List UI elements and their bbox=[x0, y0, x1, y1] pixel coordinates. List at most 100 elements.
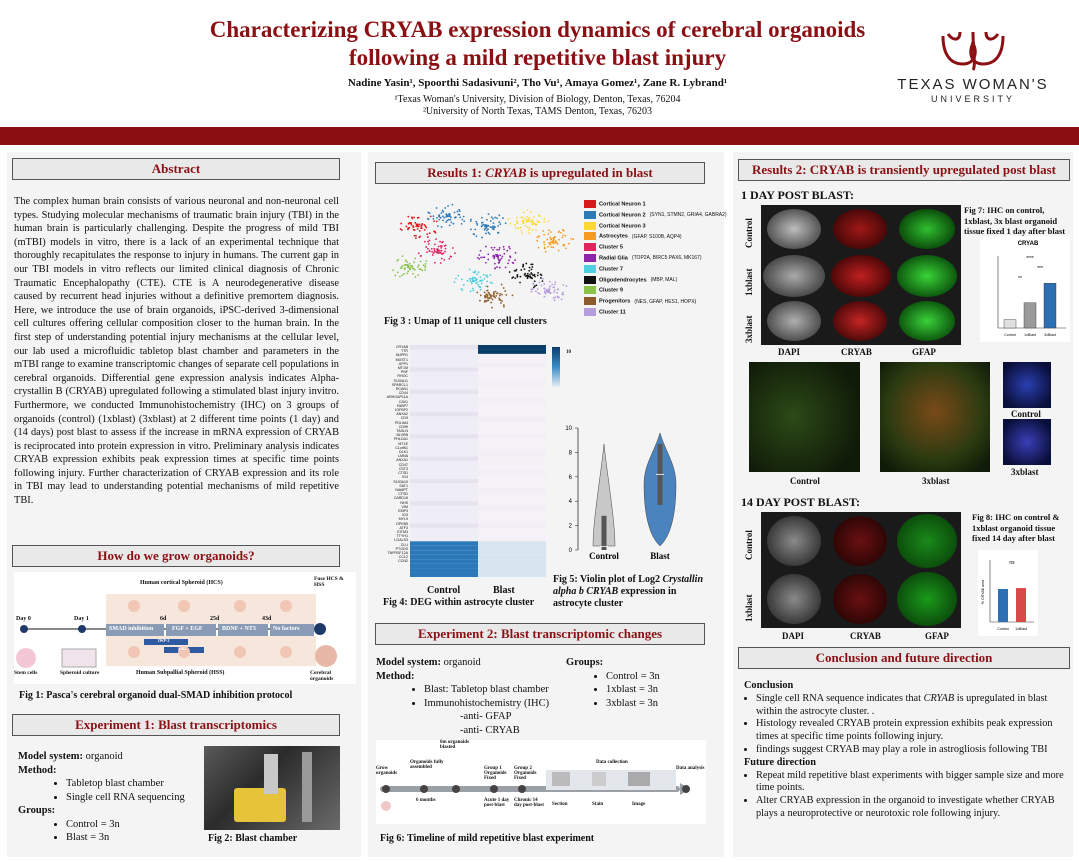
umap-point bbox=[492, 255, 495, 258]
bar7-title: CRYAB bbox=[1018, 241, 1039, 247]
header-band bbox=[0, 127, 1079, 145]
umap-point bbox=[552, 242, 555, 245]
heatmap-cell-blast bbox=[478, 536, 546, 542]
umap-point bbox=[420, 225, 423, 228]
umap-point bbox=[448, 224, 451, 227]
heatmap-cell-control bbox=[410, 559, 478, 564]
umap-point bbox=[486, 289, 489, 292]
heatmap-cell-control bbox=[410, 456, 478, 461]
bdnf-label: BDNF + NT3 bbox=[222, 626, 256, 632]
umap-point bbox=[525, 220, 528, 223]
umap-point bbox=[547, 233, 550, 235]
umap-point bbox=[531, 218, 534, 221]
umap-point bbox=[425, 260, 428, 263]
umap-point bbox=[523, 268, 526, 271]
umap-point bbox=[421, 223, 424, 225]
heatmap-cell-control bbox=[410, 371, 478, 377]
umap-point bbox=[531, 228, 534, 231]
gene-label: DPEB5 bbox=[396, 521, 408, 526]
fig8-caption: Fig 8: IHC on control & 1xblast organoid… bbox=[972, 512, 1060, 543]
cerebral-organoid-icon bbox=[315, 645, 337, 667]
umap-point bbox=[496, 248, 499, 251]
fgf-label: FGF + EGF bbox=[172, 626, 203, 632]
umap-point bbox=[417, 274, 420, 276]
heatmap-cell-blast bbox=[478, 469, 546, 475]
gene-label: LMNA bbox=[398, 454, 408, 459]
antibody-1: -anti- GFAP bbox=[460, 711, 512, 722]
gene-label: CCL2 bbox=[398, 555, 408, 560]
umap-point bbox=[484, 224, 487, 226]
umap-point bbox=[483, 228, 486, 231]
umap-point bbox=[426, 247, 429, 250]
umap-point bbox=[435, 238, 437, 241]
heatmap-cell-control bbox=[410, 527, 478, 533]
umap-point bbox=[499, 259, 502, 261]
umap-point bbox=[414, 257, 417, 260]
heatmap-cell-blast bbox=[478, 532, 546, 537]
umap-point bbox=[472, 271, 475, 273]
legend-item: Cluster 9 bbox=[584, 286, 623, 296]
umap-point bbox=[419, 255, 422, 257]
umap-point bbox=[486, 280, 489, 283]
colorbar-max: 10 bbox=[566, 350, 571, 355]
umap-point bbox=[478, 258, 481, 260]
heatmap-cell-blast bbox=[478, 367, 546, 372]
fig7-caption: Fig 7: IHC on control, 1xblast, 3x blast… bbox=[964, 205, 1066, 236]
heatmap-cell-blast bbox=[478, 505, 546, 511]
umap-point bbox=[531, 288, 534, 290]
heatmap-cell-blast bbox=[478, 550, 546, 555]
bar8-bar bbox=[998, 589, 1008, 622]
umap-point bbox=[484, 295, 487, 298]
umap-point bbox=[423, 229, 426, 231]
umap-point bbox=[476, 273, 479, 276]
bar7-significance: *** bbox=[1037, 266, 1043, 272]
umap-point bbox=[476, 291, 479, 294]
umap-point bbox=[554, 296, 557, 299]
umap-point bbox=[443, 245, 446, 247]
umap-point bbox=[477, 283, 480, 286]
heatmap-cell-blast bbox=[478, 527, 546, 533]
violin-tick-label: 2 bbox=[569, 524, 573, 530]
tl-g2: Group 2 Organoids Fixed bbox=[514, 766, 537, 781]
umap-point bbox=[529, 211, 532, 214]
umap-point bbox=[551, 283, 554, 286]
conclusion-item: Single cell RNA sequence indicates that … bbox=[756, 693, 1066, 719]
umap-point bbox=[547, 220, 550, 223]
umap-point bbox=[435, 220, 438, 223]
umap-point bbox=[540, 274, 543, 277]
gene-label: CTSD bbox=[398, 492, 408, 497]
umap-point bbox=[480, 282, 483, 285]
heatmap-cell-control bbox=[410, 403, 478, 408]
heatmap-cell-control bbox=[410, 478, 478, 484]
umap-point bbox=[483, 223, 485, 226]
tl-stain: Stain bbox=[592, 802, 604, 807]
umap-point bbox=[503, 305, 505, 308]
gfap-label-14d: GFAP bbox=[925, 631, 949, 641]
d43-label: 43d bbox=[262, 616, 272, 622]
legend-label: Cluster 11 bbox=[599, 309, 626, 316]
heatmap-cell-blast bbox=[478, 487, 546, 493]
umap-point bbox=[562, 291, 564, 294]
umap-point bbox=[553, 291, 555, 293]
umap-point bbox=[507, 217, 510, 220]
umap-point bbox=[433, 243, 436, 246]
umap-point bbox=[522, 219, 524, 222]
umap-point bbox=[521, 216, 524, 219]
umap-point bbox=[487, 291, 490, 294]
umap-point bbox=[462, 215, 465, 218]
deg-heatmap: CRYAB TTR NUPR1 MGST1 UPP1 MT1M PNF RHOC S100A11… bbox=[378, 345, 560, 583]
umap-point bbox=[494, 290, 497, 293]
umap-point bbox=[542, 230, 545, 232]
conclusion-heading: Conclusion and future direction bbox=[738, 647, 1070, 669]
umap-point bbox=[548, 242, 551, 245]
heatmap-cell-blast bbox=[478, 456, 546, 461]
umap-point bbox=[532, 216, 535, 218]
umap-point bbox=[454, 252, 456, 255]
umap-point bbox=[462, 284, 465, 286]
umap-point bbox=[442, 252, 445, 255]
umap-point bbox=[424, 265, 427, 268]
umap-point bbox=[413, 216, 416, 219]
umap-point bbox=[488, 233, 491, 235]
umap-point bbox=[483, 277, 486, 280]
